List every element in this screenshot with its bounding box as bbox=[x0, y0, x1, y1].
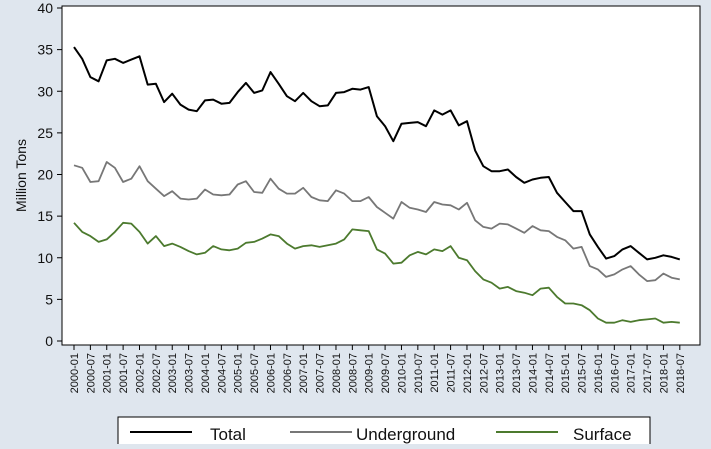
x-tick-label: 2006-07 bbox=[282, 353, 294, 393]
x-tick-label: 2017-07 bbox=[642, 353, 654, 393]
x-tick-label: 2001-07 bbox=[118, 353, 130, 393]
x-tick-label: 2012-07 bbox=[478, 353, 490, 393]
y-tick-label: 10 bbox=[37, 250, 53, 266]
axes: 0 5 10 15 20 25 30 35 40 2000-01 2000-07 2001-01 200… bbox=[37, 0, 686, 393]
x-tick-label: 2010-07 bbox=[413, 353, 425, 393]
plot-area bbox=[61, 5, 701, 346]
x-tick-label: 2013-07 bbox=[511, 353, 523, 393]
series-line-surface bbox=[73, 221, 680, 324]
x-tick-label: 2016-07 bbox=[609, 353, 621, 393]
x-tick-label: 2015-01 bbox=[560, 353, 572, 393]
series-line-underground bbox=[73, 161, 680, 283]
legend-label-total: Total bbox=[210, 425, 246, 444]
series-line-total bbox=[73, 46, 681, 261]
x-tick-label: 2009-01 bbox=[364, 353, 376, 393]
x-tick-label: 2000-01 bbox=[69, 353, 81, 393]
x-tick-label: 2005-07 bbox=[249, 353, 261, 393]
x-tick-label: 2000-07 bbox=[85, 353, 97, 393]
series-layer bbox=[73, 46, 681, 324]
x-tick-label: 2011-01 bbox=[429, 353, 441, 393]
y-tick-label: 35 bbox=[37, 42, 53, 58]
x-tick-label: 2010-01 bbox=[396, 353, 408, 393]
x-tick-label: 2003-07 bbox=[184, 353, 196, 393]
x-tick-label: 2001-01 bbox=[102, 353, 114, 393]
x-tick-label: 2013-01 bbox=[495, 353, 507, 393]
y-tick-label: 15 bbox=[37, 208, 53, 224]
x-tick-label: 2002-07 bbox=[151, 353, 163, 393]
x-tick-label: 2007-07 bbox=[315, 353, 327, 393]
y-tick-label: 20 bbox=[37, 167, 53, 183]
x-tick-label: 2007-01 bbox=[298, 353, 310, 393]
x-tick-label: 2006-01 bbox=[265, 353, 277, 393]
legend-label-underground: Underground bbox=[356, 425, 455, 444]
x-tick-label: 2002-01 bbox=[134, 353, 146, 393]
x-tick-label: 2018-01 bbox=[658, 353, 670, 393]
x-tick-label: 2009-07 bbox=[380, 353, 392, 393]
y-tick-label: 0 bbox=[45, 333, 53, 349]
x-tick-label: 2008-07 bbox=[347, 353, 359, 393]
x-tick-label: 2011-07 bbox=[446, 353, 458, 393]
y-tick-label: 5 bbox=[45, 291, 53, 307]
x-tick-label: 2005-01 bbox=[233, 353, 245, 393]
x-tick-label: 2014-07 bbox=[544, 353, 556, 393]
x-tick-label: 2017-01 bbox=[626, 353, 638, 393]
y-tick-label: 40 bbox=[37, 0, 53, 16]
y-axis-label: Million Tons bbox=[13, 139, 29, 212]
y-tick-label: 25 bbox=[37, 125, 53, 141]
x-tick-label: 2008-01 bbox=[331, 353, 343, 393]
legend-label-surface: Surface bbox=[573, 425, 632, 444]
x-tick-label: 2015-07 bbox=[577, 353, 589, 393]
x-tick-label: 2004-07 bbox=[216, 353, 228, 393]
legend: Total Underground Surface bbox=[117, 416, 651, 449]
x-tick-label: 2003-01 bbox=[167, 353, 179, 393]
x-tick-label: 2012-01 bbox=[462, 353, 474, 393]
x-tick-label: 2016-01 bbox=[593, 353, 605, 393]
x-tick-label: 2014-01 bbox=[527, 353, 539, 393]
y-tick-label: 30 bbox=[37, 83, 53, 99]
x-tick-label: 2004-01 bbox=[200, 353, 212, 393]
x-tick-label: 2018-07 bbox=[675, 353, 687, 393]
